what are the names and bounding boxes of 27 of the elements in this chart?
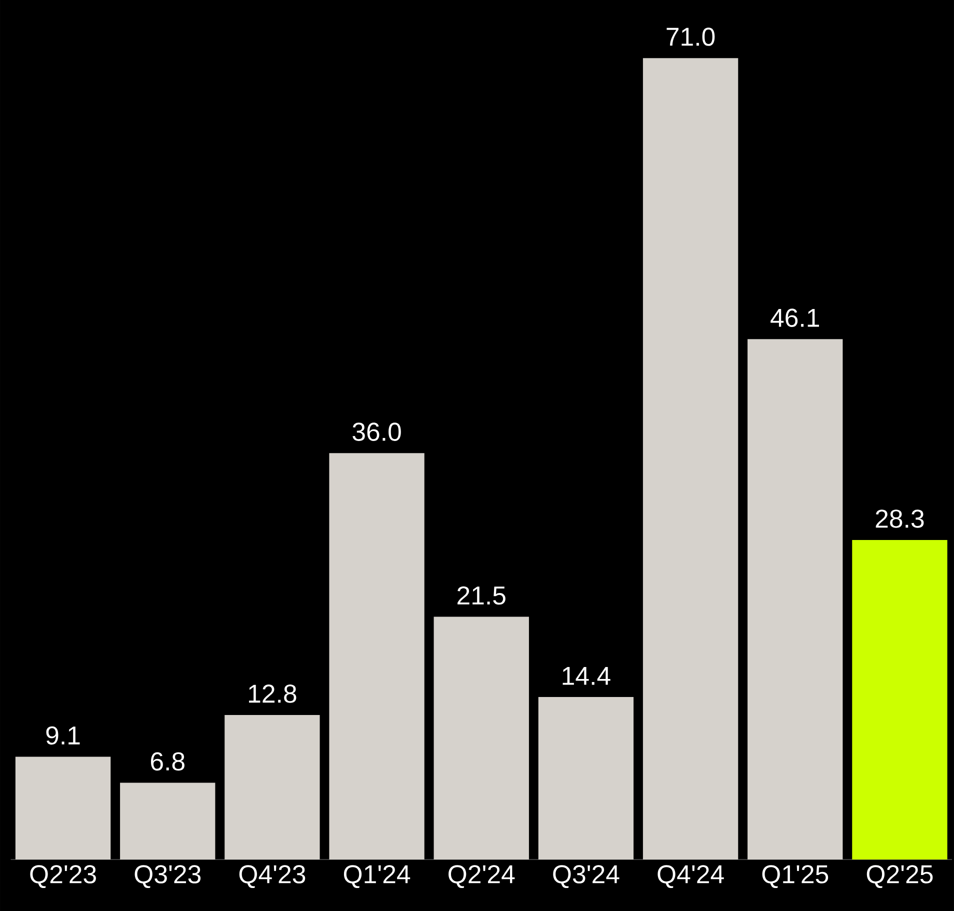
data-label: 21.5 [458,586,506,604]
bar [15,756,111,860]
x-tick-label: Q4'23 [239,864,306,888]
data-label: 6.8 [150,752,184,770]
bar [120,782,216,860]
bar [748,338,843,860]
data-label: 46.1 [770,308,819,327]
data-label: 12.8 [249,684,296,703]
bar [434,616,529,860]
data-label: 71.0 [666,27,715,46]
x-tick-label: Q1'24 [344,864,410,888]
x-tick-label: Q2'25 [866,864,933,888]
bar [642,58,738,860]
data-label: 14.4 [562,666,610,685]
x-tick-label: Q2'23 [30,864,96,888]
x-tick-label: Q3'23 [134,864,201,888]
bar [329,452,424,860]
data-label: 28.3 [876,509,924,528]
data-label: 9.1 [46,726,80,744]
x-tick-label: Q3'24 [553,864,620,888]
bar [852,540,948,860]
x-tick-label: Q2'24 [448,864,515,888]
data-label: 36.0 [352,422,401,441]
bar [538,696,634,860]
x-tick-label: Q4'24 [658,864,724,888]
bar [224,714,320,860]
x-tick-label: Q1'25 [762,864,828,888]
